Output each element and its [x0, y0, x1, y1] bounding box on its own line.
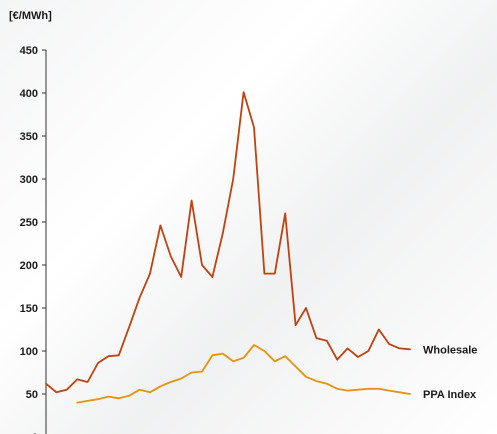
y-tick-label: 0	[32, 432, 38, 434]
y-tick-label: 50	[26, 389, 38, 401]
y-tick-label: 400	[20, 88, 38, 100]
series-line-ppa-index	[76, 344, 411, 404]
series-label-wholesale: Wholesale	[423, 344, 477, 356]
series-label-ppa-index: PPA Index	[423, 389, 477, 401]
y-tick-label: 150	[20, 303, 38, 315]
y-axis-unit-label: [€/MWh]	[9, 10, 52, 22]
y-tick-label: 250	[20, 217, 38, 229]
y-tick-label: 350	[20, 131, 38, 143]
series-lines	[45, 91, 411, 404]
series-labels: Wholesale PPA Index	[423, 344, 477, 401]
series-line-wholesale	[45, 91, 411, 394]
y-tick-label: 450	[20, 45, 38, 57]
y-axis: [€/MWh] 0 50 100 150 200 250 300 350 400 450	[9, 10, 52, 434]
y-tick-label: 100	[20, 346, 38, 358]
y-tick-label: 300	[20, 174, 38, 186]
y-tick-label: 200	[20, 260, 38, 272]
